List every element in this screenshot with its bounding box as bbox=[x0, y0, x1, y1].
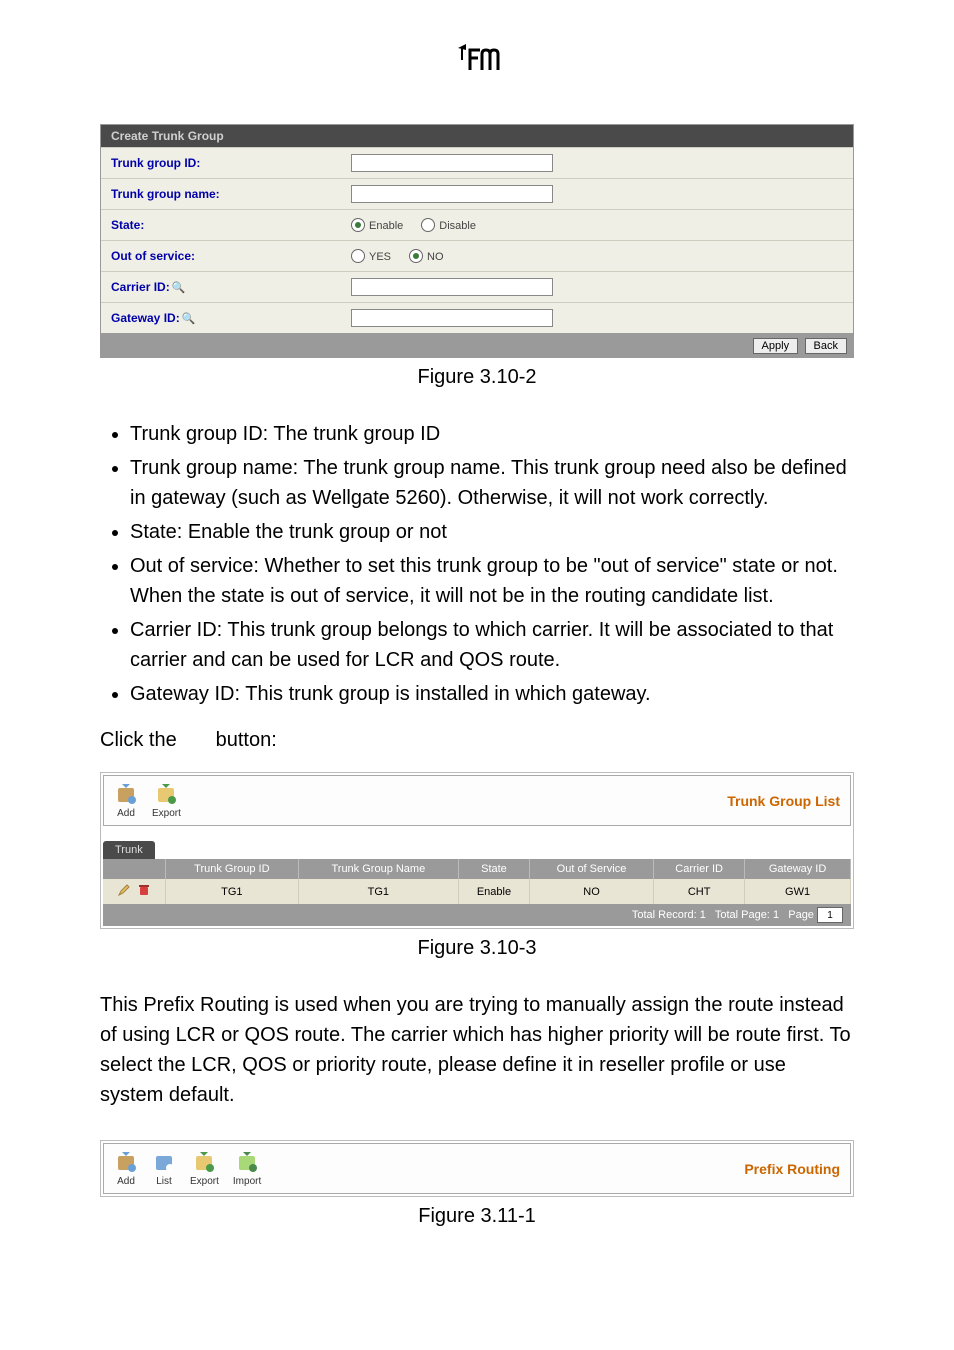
add-label: Add bbox=[117, 1176, 135, 1187]
cell-tg-id: TG1 bbox=[166, 879, 299, 904]
cell-tg-name: TG1 bbox=[298, 879, 458, 904]
list-item: Carrier ID: This trunk group belongs to … bbox=[130, 615, 854, 675]
export-label: Export bbox=[152, 808, 181, 819]
click-instruction: Click the button: bbox=[100, 729, 854, 752]
trunk-group-name-input[interactable] bbox=[351, 185, 553, 203]
delete-icon[interactable] bbox=[137, 883, 151, 897]
oos-yes-label: YES bbox=[369, 250, 391, 262]
add-label: Add bbox=[117, 808, 135, 819]
magnifier-icon[interactable]: 🔍 bbox=[182, 313, 196, 325]
col-carrier: Carrier ID bbox=[654, 859, 745, 879]
back-button[interactable]: Back bbox=[805, 338, 847, 354]
col-actions bbox=[103, 859, 166, 879]
list-item: Out of service: Whether to set this trun… bbox=[130, 551, 854, 611]
col-tg-id: Trunk Group ID bbox=[166, 859, 299, 879]
import-button[interactable]: Import bbox=[233, 1150, 261, 1187]
list-item: Trunk group name: The trunk group name. … bbox=[130, 453, 854, 513]
oos-no-radio[interactable] bbox=[409, 249, 423, 263]
add-icon bbox=[114, 1150, 138, 1174]
gateway-id-input[interactable] bbox=[351, 309, 553, 327]
export-icon bbox=[192, 1150, 216, 1174]
create-trunk-group-form: Create Trunk Group Trunk group ID: Trunk… bbox=[100, 124, 854, 358]
oos-no-label: NO bbox=[427, 250, 444, 262]
logo-icon bbox=[452, 40, 502, 84]
carrier-id-label: Carrier ID:🔍 bbox=[111, 280, 351, 294]
bullet-list: Trunk group ID: The trunk group ID Trunk… bbox=[100, 419, 854, 709]
list-label: List bbox=[156, 1176, 172, 1187]
col-tg-name: Trunk Group Name bbox=[298, 859, 458, 879]
table-row: TG1 TG1 Enable NO CHT GW1 bbox=[103, 879, 851, 904]
state-disable-label: Disable bbox=[439, 219, 476, 231]
prefix-routing-toolbar: Add List Export Import Prefix Routing bbox=[103, 1143, 851, 1194]
cell-gateway: GW1 bbox=[745, 879, 851, 904]
form-header: Create Trunk Group bbox=[101, 125, 853, 147]
edit-icon[interactable] bbox=[117, 883, 131, 897]
import-icon bbox=[235, 1150, 259, 1174]
list-icon bbox=[152, 1150, 176, 1174]
col-gateway: Gateway ID bbox=[745, 859, 851, 879]
figure-caption: Figure 3.10-3 bbox=[100, 937, 854, 960]
trunk-group-id-input[interactable] bbox=[351, 154, 553, 172]
trunk-group-list-toolbar: Add Export Trunk Group List bbox=[103, 775, 851, 826]
cell-carrier: CHT bbox=[654, 879, 745, 904]
trunk-group-name-label: Trunk group name: bbox=[111, 187, 351, 201]
trunk-group-list-title: Trunk Group List bbox=[727, 793, 840, 809]
logo bbox=[100, 40, 854, 84]
out-of-service-label: Out of service: bbox=[111, 249, 351, 263]
prefix-routing-paragraph: This Prefix Routing is used when you are… bbox=[100, 990, 854, 1110]
add-button[interactable]: Add bbox=[114, 782, 138, 819]
export-label: Export bbox=[190, 1176, 219, 1187]
figure-caption: Figure 3.10-2 bbox=[100, 366, 854, 389]
trunk-group-id-label: Trunk group ID: bbox=[111, 156, 351, 170]
list-item: Gateway ID: This trunk group is installe… bbox=[130, 679, 854, 709]
state-enable-label: Enable bbox=[369, 219, 403, 231]
import-label: Import bbox=[233, 1176, 261, 1187]
trunk-list-table: Trunk Group ID Trunk Group Name State Ou… bbox=[103, 859, 851, 904]
export-icon bbox=[154, 782, 178, 806]
list-footer: Total Record: 1 Total Page: 1 Page bbox=[103, 904, 851, 926]
col-oos: Out of Service bbox=[529, 859, 653, 879]
gateway-id-label: Gateway ID:🔍 bbox=[111, 311, 351, 325]
figure-caption: Figure 3.11-1 bbox=[100, 1205, 854, 1228]
oos-yes-radio[interactable] bbox=[351, 249, 365, 263]
magnifier-icon[interactable]: 🔍 bbox=[172, 282, 186, 294]
add-icon bbox=[114, 782, 138, 806]
list-button[interactable]: List bbox=[152, 1150, 176, 1187]
col-state: State bbox=[458, 859, 529, 879]
page-input[interactable] bbox=[817, 907, 843, 923]
state-label: State: bbox=[111, 218, 351, 232]
state-disable-radio[interactable] bbox=[421, 218, 435, 232]
export-button[interactable]: Export bbox=[152, 782, 181, 819]
cell-state: Enable bbox=[458, 879, 529, 904]
apply-button[interactable]: Apply bbox=[753, 338, 799, 354]
state-enable-radio[interactable] bbox=[351, 218, 365, 232]
cell-oos: NO bbox=[529, 879, 653, 904]
export-button[interactable]: Export bbox=[190, 1150, 219, 1187]
carrier-id-input[interactable] bbox=[351, 278, 553, 296]
list-item: State: Enable the trunk group or not bbox=[130, 517, 854, 547]
list-tab: Trunk bbox=[103, 841, 155, 859]
add-button[interactable]: Add bbox=[114, 1150, 138, 1187]
list-item: Trunk group ID: The trunk group ID bbox=[130, 419, 854, 449]
prefix-routing-title: Prefix Routing bbox=[744, 1161, 840, 1177]
